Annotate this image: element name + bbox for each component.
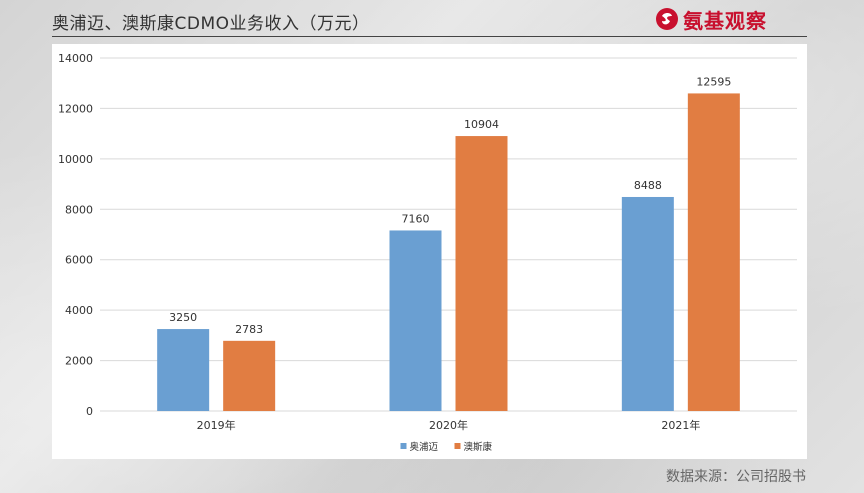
data-label: 12595 <box>696 75 731 88</box>
legend-label: 澳斯康 <box>464 441 493 453</box>
bar-1-3 <box>621 196 674 411</box>
y-tick-label: 2000 <box>65 355 93 368</box>
bar-2-3 <box>687 93 740 411</box>
data-label: 2783 <box>235 323 263 336</box>
bar-chart: 0 2000 4000 6000 8000 10000 12000 14000 3250 278… <box>58 52 797 453</box>
data-labels-layer: 3250 2783 7160 10904 8488 12595 <box>169 75 731 335</box>
bars-layer <box>157 93 740 412</box>
legend-swatch <box>454 443 461 449</box>
legend-label: 奥浦迈 <box>410 441 439 453</box>
bar-1-1 <box>157 329 210 411</box>
x-tick-label: 2020年 <box>429 418 468 432</box>
bar-1-2 <box>389 230 442 411</box>
bar-2-2 <box>455 136 508 412</box>
x-tick-label: 2021年 <box>661 418 700 432</box>
data-label: 3250 <box>169 311 197 324</box>
y-tick-label: 10000 <box>58 153 93 166</box>
y-tick-label: 4000 <box>65 304 93 317</box>
x-axis: 2019年 2020年 2021年 <box>197 418 701 432</box>
x-tick-label: 2019年 <box>197 418 236 432</box>
title-divider <box>52 36 807 37</box>
legend-item-1: 奥浦迈 <box>400 441 439 453</box>
y-tick-label: 14000 <box>58 52 93 65</box>
legend-item-2: 澳斯康 <box>454 441 493 453</box>
legend-swatch <box>400 443 407 449</box>
data-label: 10904 <box>464 118 499 131</box>
bar-2-1 <box>223 340 276 411</box>
brand: 氨基观察 <box>655 5 767 33</box>
y-axis: 0 2000 4000 6000 8000 10000 12000 14000 <box>58 52 93 418</box>
brand-logo-icon <box>656 8 678 30</box>
data-label: 7160 <box>402 212 430 225</box>
grid-layer <box>100 57 797 412</box>
source-note: 数据来源：公司招股书 <box>666 469 806 485</box>
y-tick-label: 6000 <box>65 254 93 267</box>
chart-panel: 0 2000 4000 6000 8000 10000 12000 14000 3250 278… <box>52 44 807 459</box>
y-tick-label: 0 <box>86 405 93 418</box>
brand-name: 氨基观察 <box>683 8 767 33</box>
y-tick-label: 12000 <box>58 102 93 115</box>
page-title: 奥浦迈、澳斯康CDMO业务收入（万元） <box>52 14 370 34</box>
data-label: 8488 <box>634 179 662 192</box>
legend: 奥浦迈 澳斯康 <box>400 441 493 453</box>
y-tick-label: 8000 <box>65 203 93 216</box>
